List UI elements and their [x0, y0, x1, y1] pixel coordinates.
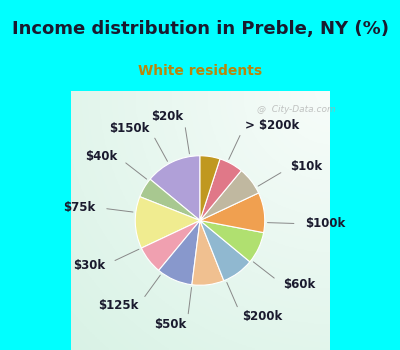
Text: $50k: $50k	[154, 318, 187, 331]
Text: > $200k: > $200k	[245, 119, 299, 132]
Text: $125k: $125k	[98, 299, 138, 312]
Text: @  City-Data.com: @ City-Data.com	[257, 105, 336, 114]
Text: $100k: $100k	[305, 217, 345, 230]
Wedge shape	[200, 220, 264, 262]
Wedge shape	[140, 179, 200, 220]
Text: Income distribution in Preble, NY (%): Income distribution in Preble, NY (%)	[12, 20, 388, 38]
Text: $150k: $150k	[109, 122, 149, 135]
Wedge shape	[135, 197, 200, 248]
Wedge shape	[200, 193, 265, 233]
Wedge shape	[150, 156, 200, 220]
Wedge shape	[200, 159, 241, 220]
Wedge shape	[200, 220, 250, 281]
Text: $30k: $30k	[73, 259, 105, 272]
Text: $10k: $10k	[290, 161, 323, 174]
Wedge shape	[192, 220, 224, 285]
Text: $200k: $200k	[242, 310, 282, 323]
Wedge shape	[159, 220, 200, 285]
Text: White residents: White residents	[138, 64, 262, 78]
Text: $60k: $60k	[283, 279, 315, 292]
Text: $20k: $20k	[152, 110, 184, 123]
Wedge shape	[142, 220, 200, 271]
Wedge shape	[200, 156, 220, 220]
Wedge shape	[200, 170, 258, 220]
Text: $40k: $40k	[85, 149, 117, 162]
Text: $75k: $75k	[64, 201, 96, 214]
